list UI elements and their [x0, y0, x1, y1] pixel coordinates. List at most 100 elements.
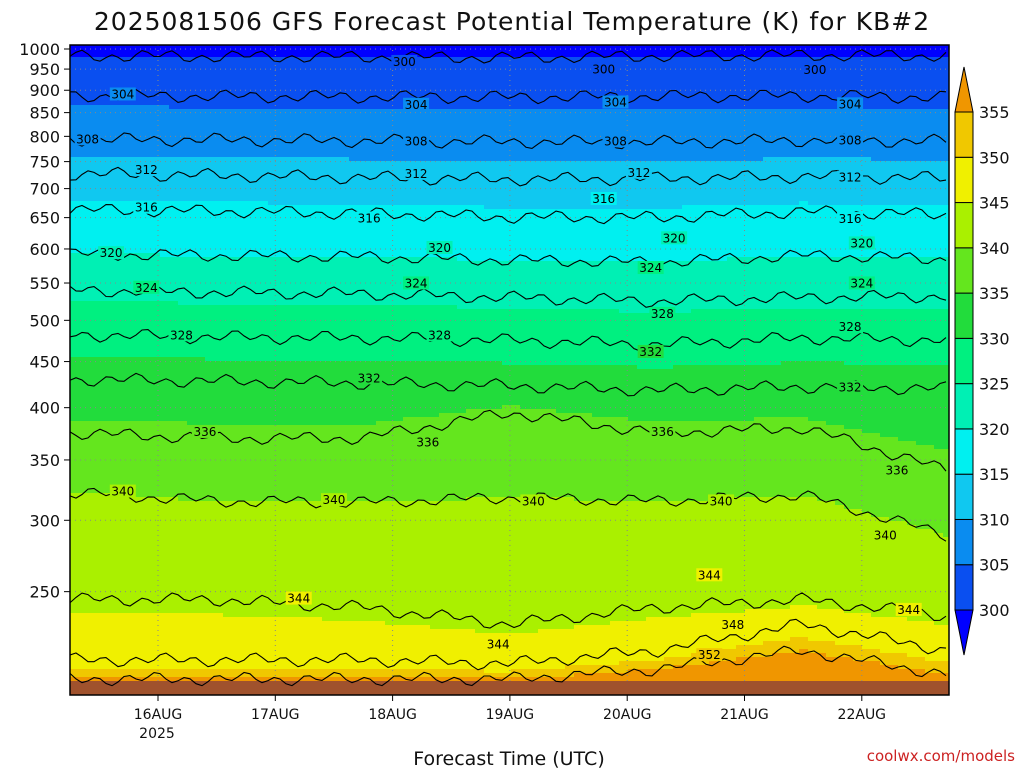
shading-cell	[241, 505, 251, 510]
shading-cell	[187, 241, 197, 246]
shading-cell	[331, 277, 341, 282]
shading-cell	[304, 621, 314, 626]
shading-cell	[214, 493, 224, 498]
shading-cell	[106, 241, 116, 246]
shading-cell	[286, 417, 296, 422]
shading-cell	[160, 585, 170, 590]
shading-cell	[142, 609, 152, 614]
shading-cell	[133, 217, 143, 222]
shading-cell	[124, 381, 134, 386]
shading-cell	[79, 205, 89, 210]
shading-cell	[232, 49, 242, 54]
shading-cell	[295, 469, 305, 474]
shading-cell	[214, 153, 224, 158]
shading-cell	[178, 233, 188, 238]
shading-cell	[151, 241, 161, 246]
shading-cell	[88, 221, 98, 226]
shading-cell	[169, 397, 179, 402]
shading-cell	[115, 121, 125, 126]
shading-cell	[187, 377, 197, 382]
shading-cell	[331, 81, 341, 86]
shading-cell	[97, 409, 107, 414]
shading-cell	[232, 609, 242, 614]
shading-cell	[259, 137, 269, 142]
shading-cell	[313, 413, 323, 418]
shading-cell	[187, 93, 197, 98]
shading-cell	[133, 565, 143, 570]
shading-cell	[196, 341, 206, 346]
shading-cell	[106, 381, 116, 386]
shading-cell	[142, 377, 152, 382]
shading-cell	[241, 125, 251, 130]
shading-cell	[160, 565, 170, 570]
shading-cell	[142, 461, 152, 466]
shading-cell	[106, 461, 116, 466]
shading-cell	[214, 325, 224, 330]
shading-cell	[322, 529, 332, 534]
shading-cell	[304, 433, 314, 438]
shading-cell	[313, 469, 323, 474]
shading-cell	[133, 337, 143, 342]
shading-cell	[142, 605, 152, 610]
shading-cell	[115, 661, 125, 666]
shading-cell	[250, 137, 260, 142]
shading-cell	[88, 449, 98, 454]
shading-cell	[250, 289, 260, 294]
shading-cell	[196, 613, 206, 618]
shading-cell	[142, 537, 152, 542]
shading-cell	[124, 341, 134, 346]
shading-cell	[331, 105, 341, 110]
shading-cell	[268, 437, 278, 442]
shading-cell	[250, 385, 260, 390]
shading-cell	[115, 605, 125, 610]
shading-cell	[349, 149, 359, 154]
shading-cell	[88, 677, 98, 682]
shading-cell	[250, 181, 260, 186]
shading-cell	[70, 553, 80, 558]
shading-cell	[268, 169, 278, 174]
shading-cell	[169, 665, 179, 670]
shading-cell	[322, 429, 332, 434]
shading-cell	[295, 645, 305, 650]
shading-cell	[304, 101, 314, 106]
shading-cell	[106, 289, 116, 294]
shading-cell	[115, 193, 125, 198]
shading-cell	[250, 433, 260, 438]
shading-cell	[304, 197, 314, 202]
shading-cell	[304, 529, 314, 534]
shading-cell	[106, 605, 116, 610]
shading-cell	[286, 469, 296, 474]
shading-cell	[124, 457, 134, 462]
shading-cell	[259, 493, 269, 498]
shading-cell	[115, 277, 125, 282]
shading-cell	[142, 157, 152, 162]
shading-cell	[124, 329, 134, 334]
shading-cell	[124, 181, 134, 186]
shading-cell	[115, 497, 125, 502]
shading-cell	[97, 57, 107, 62]
shading-cell	[214, 301, 224, 306]
shading-cell	[133, 357, 143, 362]
shading-cell	[295, 585, 305, 590]
shading-cell	[340, 645, 350, 650]
shading-cell	[286, 201, 296, 206]
shading-cell	[340, 97, 350, 102]
shading-cell	[268, 653, 278, 658]
shading-cell	[304, 581, 314, 586]
shading-cell	[142, 641, 152, 646]
shading-cell	[70, 665, 80, 670]
shading-cell	[79, 597, 89, 602]
shading-cell	[277, 289, 287, 294]
shading-cell	[79, 497, 89, 502]
shading-cell	[115, 173, 125, 178]
shading-cell	[232, 165, 242, 170]
shading-cell	[322, 169, 332, 174]
shading-cell	[124, 265, 134, 270]
shading-cell	[187, 145, 197, 150]
shading-cell	[124, 453, 134, 458]
shading-cell	[304, 341, 314, 346]
shading-cell	[295, 337, 305, 342]
shading-cell	[133, 61, 143, 66]
shading-cell	[295, 105, 305, 110]
shading-cell	[187, 521, 197, 526]
